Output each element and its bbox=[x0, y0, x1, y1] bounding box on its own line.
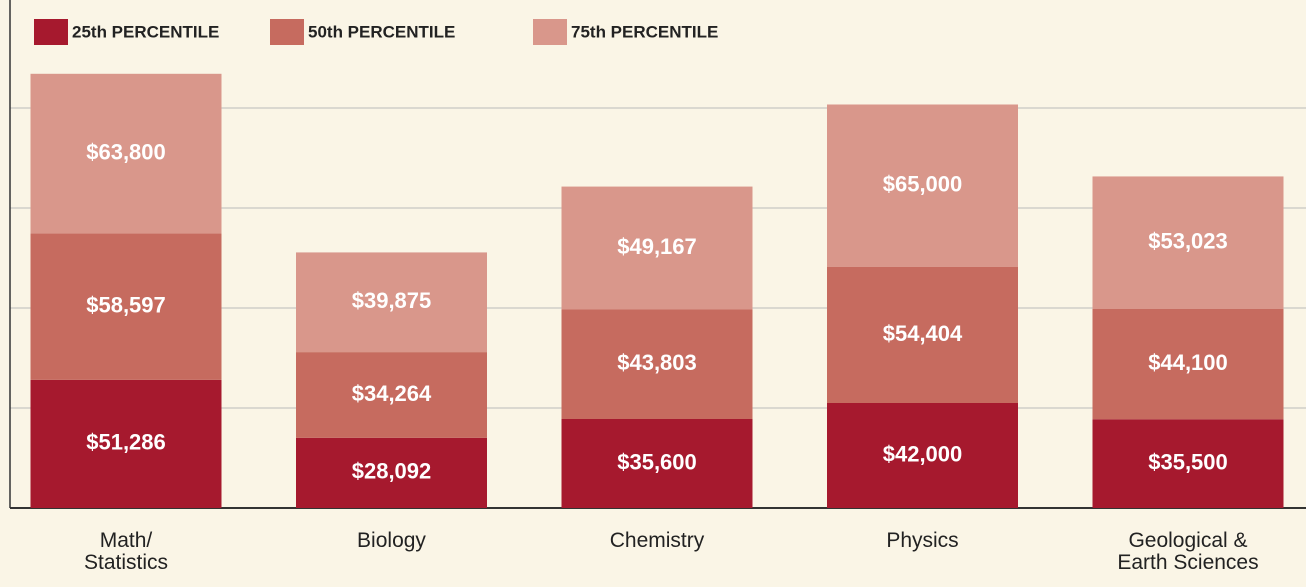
bar-segment bbox=[296, 437, 487, 508]
legend-label: 25th PERCENTILE bbox=[72, 22, 219, 41]
legend-swatch bbox=[270, 19, 304, 45]
legend-label: 75th PERCENTILE bbox=[571, 22, 718, 41]
value-label: $35,600 bbox=[617, 449, 697, 474]
value-label: $28,092 bbox=[352, 459, 432, 484]
value-label: $63,800 bbox=[86, 139, 166, 164]
bar-segment bbox=[1092, 419, 1284, 508]
bar-segment bbox=[30, 73, 222, 234]
legend-swatch bbox=[533, 19, 567, 45]
bar-segment bbox=[827, 403, 1018, 508]
x-tick-label: Math/ Statistics bbox=[83, 529, 169, 574]
value-label: $54,404 bbox=[883, 321, 963, 346]
bar-segment bbox=[296, 352, 487, 438]
value-label: $65,000 bbox=[883, 172, 963, 197]
value-label: $49,167 bbox=[617, 234, 697, 259]
x-tick-label: Biology bbox=[357, 529, 426, 552]
bar-segment bbox=[827, 104, 1018, 267]
bar-segment bbox=[296, 252, 487, 353]
bar-segment bbox=[30, 379, 222, 508]
value-label: $51,286 bbox=[86, 430, 166, 455]
bar-segment bbox=[561, 419, 753, 508]
legend-label: 50th PERCENTILE bbox=[308, 22, 455, 41]
value-label: $39,875 bbox=[352, 288, 432, 313]
bar-segment bbox=[561, 186, 753, 310]
x-tick-label: Physics bbox=[886, 529, 959, 552]
legend-swatch bbox=[34, 19, 68, 45]
value-label: $43,803 bbox=[617, 350, 697, 375]
x-tick-label: Chemistry bbox=[609, 529, 705, 552]
value-label: $58,597 bbox=[86, 292, 166, 317]
x-tick-label: Geological & Earth Sciences bbox=[1117, 529, 1259, 574]
bar-segment bbox=[827, 266, 1018, 403]
value-label: $34,264 bbox=[352, 381, 432, 406]
bar-segment bbox=[561, 309, 753, 419]
bar-segment bbox=[30, 233, 222, 380]
bar-segment bbox=[1092, 309, 1284, 420]
value-label: $53,023 bbox=[1148, 229, 1228, 254]
value-label: $42,000 bbox=[883, 441, 963, 466]
bar-segment bbox=[1092, 176, 1284, 309]
value-label: $35,500 bbox=[1148, 449, 1228, 474]
value-label: $44,100 bbox=[1148, 350, 1228, 375]
